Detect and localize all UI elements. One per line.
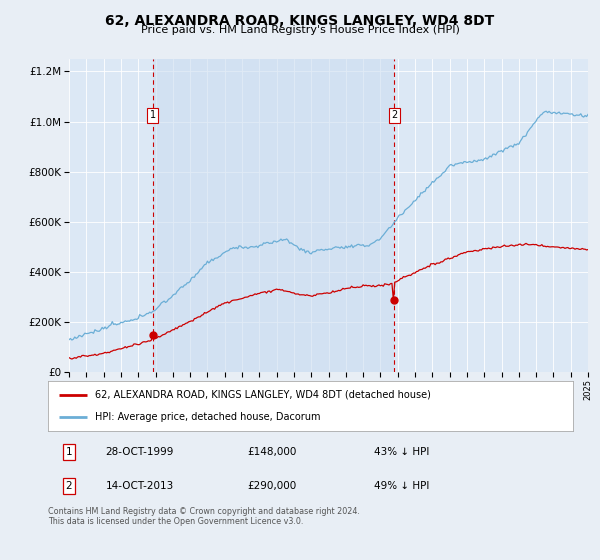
Text: £290,000: £290,000 [248,482,297,491]
Text: 1: 1 [65,447,73,456]
Text: 43% ↓ HPI: 43% ↓ HPI [373,447,429,456]
Text: 62, ALEXANDRA ROAD, KINGS LANGLEY, WD4 8DT (detached house): 62, ALEXANDRA ROAD, KINGS LANGLEY, WD4 8… [95,390,431,400]
Point [148,331,157,340]
Text: 2: 2 [65,482,73,491]
Text: Price paid vs. HM Land Registry's House Price Index (HPI): Price paid vs. HM Land Registry's House … [140,25,460,35]
Text: 1: 1 [149,110,155,120]
Text: HPI: Average price, detached house, Dacorum: HPI: Average price, detached house, Daco… [95,412,321,422]
Bar [152,59,394,372]
Point [389,295,399,304]
Text: 14-OCT-2013: 14-OCT-2013 [106,482,174,491]
Text: 2: 2 [391,110,397,120]
Text: 49% ↓ HPI: 49% ↓ HPI [373,482,429,491]
Text: Contains HM Land Registry data © Crown copyright and database right 2024.
This d: Contains HM Land Registry data © Crown c… [48,507,360,526]
Text: £148,000: £148,000 [248,447,297,456]
Text: 62, ALEXANDRA ROAD, KINGS LANGLEY, WD4 8DT: 62, ALEXANDRA ROAD, KINGS LANGLEY, WD4 8… [106,14,494,28]
Text: 28-OCT-1999: 28-OCT-1999 [106,447,174,456]
